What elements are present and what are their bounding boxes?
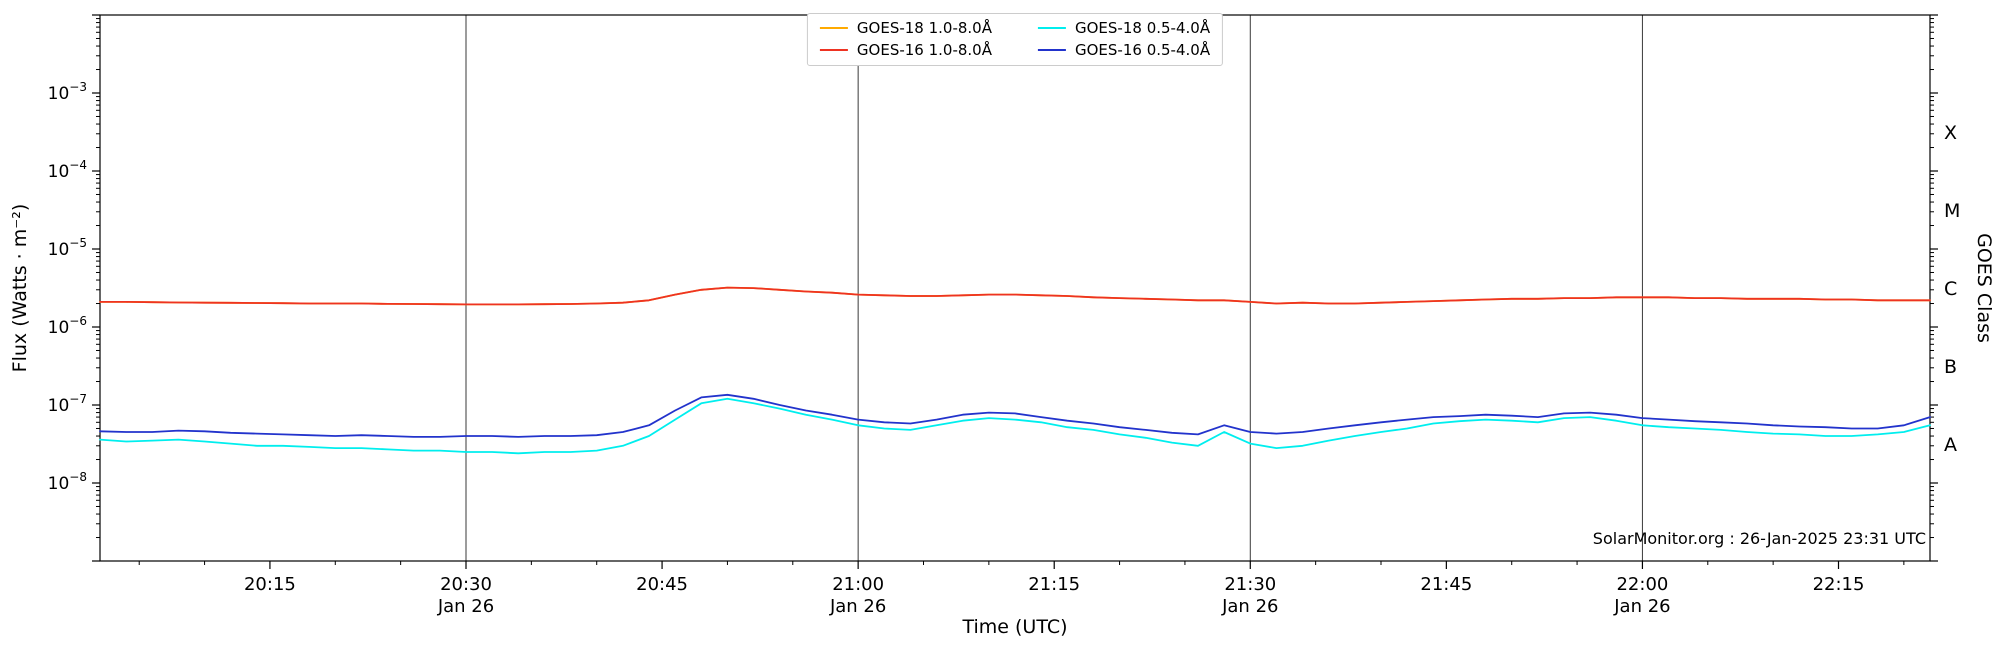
y-tick-label: 10−7	[48, 392, 87, 416]
x-tick-label: 21:15	[1028, 574, 1080, 595]
y-tick-label: 10−3	[48, 80, 87, 104]
legend-label: GOES-16 0.5-4.0Å	[1075, 40, 1211, 59]
legend-line-sample	[1038, 49, 1066, 52]
right-axis-label: GOES Class	[1973, 233, 1995, 343]
x-tick-label: 21:00	[832, 574, 884, 595]
goes-class-letter: A	[1944, 434, 1957, 456]
y-tick-label: 10−6	[48, 314, 87, 338]
x-axis-label: Time (UTC)	[962, 616, 1068, 638]
y-tick-label: 10−4	[48, 158, 87, 182]
legend-item-1: GOES-16 1.0-8.0Å	[819, 40, 992, 60]
plot-frame	[99, 14, 1931, 562]
x-tick-label: 21:30	[1224, 574, 1276, 595]
x-tick-label: 21:45	[1420, 574, 1472, 595]
legend-line-sample	[1038, 27, 1066, 30]
legend-line-sample	[819, 27, 848, 30]
source-annotation: SolarMonitor.org : 26-Jan-2025 23:31 UTC	[1592, 529, 1926, 548]
series-line-3	[99, 393, 1931, 438]
series-line-2	[99, 397, 1931, 455]
series-line-0	[99, 286, 1931, 306]
x-tick-label: 22:00	[1616, 574, 1668, 595]
goes-class-letter: C	[1944, 278, 1957, 300]
goes-class-letter: M	[1944, 200, 1960, 222]
legend-item-0: GOES-18 1.0-8.0Å	[819, 19, 992, 38]
x-tick-sublabel: Jan 26	[829, 596, 886, 617]
x-tick-label: 20:15	[244, 574, 296, 595]
x-tick-sublabel: Jan 26	[437, 596, 494, 617]
legend-label: GOES-16 1.0-8.0Å	[856, 40, 992, 59]
x-tick-sublabel: Jan 26	[1613, 596, 1670, 617]
legend-label: GOES-18 1.0-8.0Å	[856, 19, 992, 37]
x-tick-label: 20:30	[440, 574, 492, 595]
legend-line-sample	[819, 49, 848, 52]
y-axis-label: Flux (Watts · m⁻²)	[9, 203, 31, 373]
series-line-1	[99, 286, 1931, 306]
x-tick-label: 20:45	[636, 574, 688, 595]
goes-class-letter: B	[1944, 356, 1957, 378]
y-tick-label: 10−8	[48, 470, 87, 494]
legend-label: GOES-18 0.5-4.0Å	[1075, 19, 1211, 37]
y-tick-label: 10−5	[48, 236, 87, 260]
chart-legend: GOES-18 1.0-8.0Å GOES-16 1.0-8.0Å GOES-18 …	[806, 13, 1224, 66]
legend-item-3: GOES-16 0.5-4.0Å	[1038, 41, 1210, 60]
goes-class-letter: X	[1944, 122, 1957, 144]
x-tick-sublabel: Jan 26	[1221, 596, 1278, 617]
legend-item-2: GOES-18 0.5-4.0Å	[1038, 19, 1210, 38]
x-tick-label: 22:15	[1813, 574, 1865, 595]
